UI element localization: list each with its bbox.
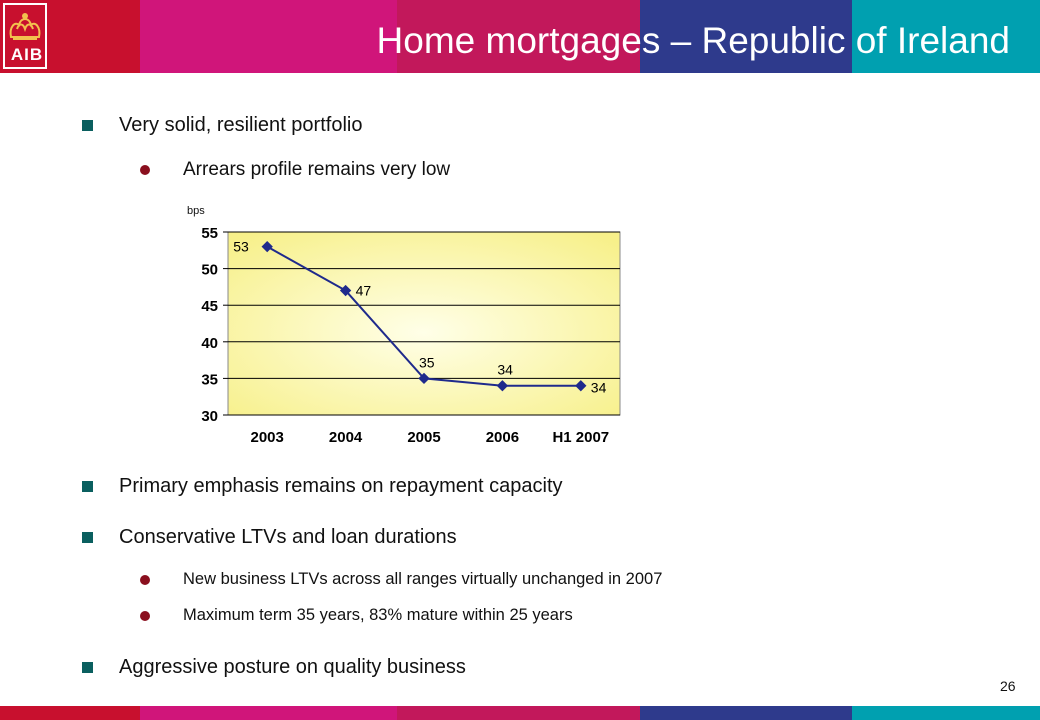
square-bullet-icon [82, 120, 93, 131]
x-tick-label: 2004 [329, 429, 363, 446]
data-label: 34 [591, 380, 607, 396]
band-segment [640, 0, 852, 73]
plot-area [227, 231, 621, 416]
y-tick-label: 30 [201, 408, 218, 425]
bullet-item: Conservative LTVs and loan durations [82, 526, 457, 549]
band-segment [852, 0, 1040, 73]
round-bullet-icon [140, 574, 150, 585]
logo-text: AIB [10, 45, 44, 64]
y-tick-label: 50 [201, 262, 218, 279]
y-tick-label: 40 [201, 335, 218, 352]
logo-frame: AIB [3, 3, 47, 69]
footer-band [0, 706, 1040, 720]
band-segment [397, 706, 640, 720]
data-label: 35 [419, 354, 435, 370]
band-segment [397, 0, 640, 73]
data-label: 47 [356, 283, 372, 299]
square-bullet-icon [82, 481, 93, 492]
bullet-text: Conservative LTVs and loan durations [119, 526, 457, 548]
sub-bullet-item: New business LTVs across all ranges virt… [140, 570, 662, 589]
aib-logo: AIB [0, 0, 50, 73]
bullet-item: Very solid, resilient portfolio [82, 114, 362, 137]
data-point [496, 380, 509, 392]
round-bullet-icon [140, 610, 150, 621]
data-label: 34 [497, 362, 513, 378]
page-number: 26 [1000, 678, 1016, 694]
data-label: 53 [233, 239, 249, 255]
band-segment [140, 706, 397, 720]
x-axis-ticks: 2003 2004 2005 2006 H1 2007 [251, 429, 610, 446]
y-tick-label: 35 [201, 371, 218, 388]
bullet-text: Very solid, resilient portfolio [119, 114, 363, 136]
round-bullet-icon [140, 165, 150, 175]
data-labels: 53 47 35 34 34 [233, 239, 606, 396]
unit-label: bps [187, 205, 205, 217]
page-title: Home mortgages – Republic of Ireland [376, 20, 1010, 61]
band-segment [0, 706, 140, 720]
data-point [261, 240, 273, 253]
sub-bullet-item: Maximum term 35 years, 83% mature within… [140, 606, 573, 625]
x-tick-label: 2003 [251, 429, 284, 446]
x-tick-label: 2005 [407, 429, 440, 446]
bullet-text: New business LTVs across all ranges virt… [183, 570, 663, 588]
arrears-line-chart: bps 30 35 40 45 50 55 2003 2004 2005 2006 H1 2007… [187, 205, 621, 446]
header-band [0, 0, 1040, 73]
y-tick-label: 55 [201, 225, 218, 242]
x-tick-label: 2006 [486, 429, 519, 446]
bullet-text: Arrears profile remains very low [183, 159, 451, 180]
x-tick-label: H1 2007 [552, 429, 609, 446]
bullet-item: Aggressive posture on quality business [82, 656, 466, 679]
bullet-text: Primary emphasis remains on repayment ca… [119, 475, 563, 497]
y-axis-ticks: 30 35 40 45 50 55 [201, 225, 228, 425]
y-tick-label: 45 [201, 298, 218, 315]
bullet-text: Aggressive posture on quality business [119, 656, 466, 678]
band-segment [640, 706, 852, 720]
square-bullet-icon [82, 532, 93, 543]
data-point [418, 372, 430, 385]
data-point [575, 380, 587, 392]
band-segment [140, 0, 397, 73]
crest-icon [9, 13, 41, 40]
square-bullet-icon [82, 662, 93, 673]
band-segment [852, 706, 1040, 720]
bullet-text: Maximum term 35 years, 83% mature within… [183, 606, 573, 624]
sub-bullet-item: Arrears profile remains very low [140, 159, 450, 181]
bullet-item: Primary emphasis remains on repayment ca… [82, 475, 563, 498]
